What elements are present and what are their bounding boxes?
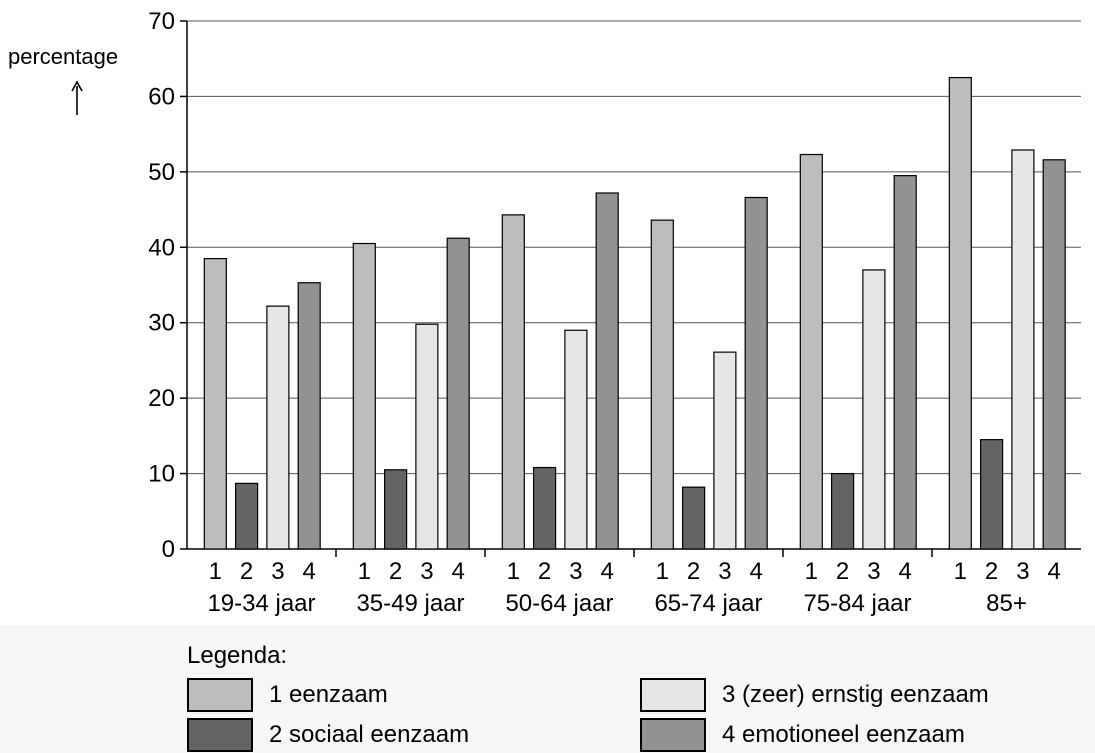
x-tick-label: 1 [656,558,669,585]
bar [830,472,855,550]
legend-label-4: 4 emotioneel eenzaam [722,721,965,748]
y-tick-label: 30 [148,310,175,337]
bar [415,323,439,550]
x-tick-label: 2 [985,558,998,585]
group-label: 35-49 jaar [356,590,464,617]
legend-label-1: 1 eenzaam [269,681,388,708]
group-label: 85+ [986,590,1027,617]
bar [893,175,917,550]
x-tick-label: 2 [538,558,551,585]
legend-swatch-2 [187,718,253,752]
y-tick-label: 10 [148,461,175,488]
x-tick-label: 3 [569,558,582,585]
legend-swatch-4 [640,718,706,752]
legend-item-2: 2 sociaal eenzaam [187,717,469,753]
x-tick-label: 4 [899,558,912,585]
legend-swatch-3 [640,678,706,712]
legend-panel [0,625,1095,753]
bar [979,439,1004,550]
bar [1042,159,1066,550]
x-tick-label: 2 [240,558,253,585]
group-label: 75-84 jaar [803,590,911,617]
bar [501,214,525,550]
bar [297,282,321,550]
y-tick-label: 50 [148,159,175,186]
legend-label-3: 3 (zeer) ernstig eenzaam [722,681,989,708]
x-tick-label: 4 [750,558,763,585]
x-tick-label: 3 [1016,558,1029,585]
up-arrow-icon [71,80,83,115]
bar [532,466,557,550]
group-label: 50-64 jaar [505,590,613,617]
bar [650,219,674,550]
x-tick-label: 3 [271,558,284,585]
legend-swatch-1 [187,678,253,712]
x-tick-label: 2 [687,558,700,585]
bar [266,305,290,550]
bar [862,269,886,550]
bar [564,329,588,550]
x-tick-label: 2 [389,558,402,585]
y-tick-label: 40 [148,234,175,261]
legend-item-4: 4 emotioneel eenzaam [640,717,965,753]
legend-label-2: 2 sociaal eenzaam [269,721,470,748]
legend-title: Legenda: [187,642,288,669]
bar [446,237,470,550]
x-tick-label: 1 [805,558,818,585]
legend-item-1: 1 eenzaam [187,677,388,713]
legend-item-3: 3 (zeer) ernstig eenzaam [640,677,989,713]
bar [744,196,768,550]
x-tick-label: 3 [867,558,880,585]
x-tick-label: 1 [507,558,520,585]
x-tick-label: 4 [303,558,316,585]
x-tick-label: 1 [358,558,371,585]
y-tick-label: 20 [148,385,175,412]
bar [235,482,259,550]
y-tick-label: 70 [148,8,175,35]
bar [384,469,408,550]
x-tick-label: 1 [954,558,967,585]
y-axis-title: percentage [8,44,119,69]
x-tick-label: 2 [836,558,849,585]
x-tick-label: 3 [718,558,731,585]
x-tick-label: 4 [452,558,465,585]
bar [352,242,376,550]
x-tick-label: 1 [209,558,222,585]
y-tick-label: 60 [148,83,175,110]
group-label: 65-74 jaar [654,590,762,617]
group-label: 19-34 jaar [207,590,315,617]
y-tick-label: 0 [162,536,175,563]
bar [1011,149,1035,550]
bar [203,258,227,550]
bar [948,76,972,550]
bar [681,486,706,550]
x-tick-label: 4 [1048,558,1061,585]
x-tick-label: 3 [420,558,433,585]
x-tick-label: 4 [601,558,614,585]
bar [595,192,619,550]
bar [799,153,823,550]
bar [713,351,737,550]
